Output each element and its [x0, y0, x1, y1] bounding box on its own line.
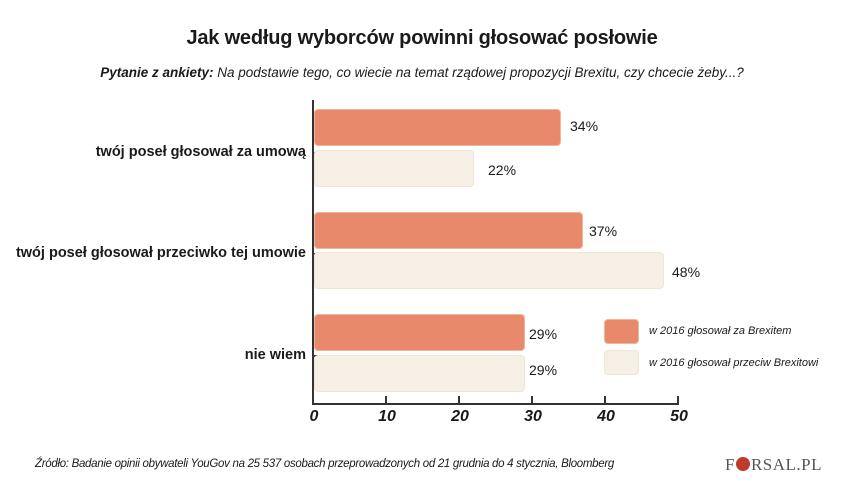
- legend-swatch-remain: [604, 350, 639, 375]
- x-tick-label: 10: [378, 408, 396, 425]
- source-note: Źródło: Badanie opinii obywateli YouGov …: [35, 458, 614, 470]
- bar-value: 29%: [529, 326, 558, 342]
- bar-value: 29%: [529, 362, 558, 378]
- legend-label-remain: w 2016 głosował przeciw Brexitowi: [649, 357, 819, 369]
- x-axis-line: [312, 403, 679, 405]
- logo-text-end: RSAL.PL: [750, 455, 823, 474]
- x-tick-label: 50: [670, 408, 688, 425]
- x-tick: [385, 396, 387, 404]
- bar-value: 37%: [589, 223, 618, 239]
- legend-swatch-leave: [604, 319, 639, 344]
- x-tick-label: 20: [451, 408, 469, 425]
- y-axis-line: [312, 100, 314, 405]
- bar-remain: [314, 252, 664, 289]
- subtitle-label: Pytanie z ankiety:: [100, 65, 214, 80]
- logo-chart-icon: [735, 457, 750, 471]
- bar-value: 34%: [570, 118, 599, 134]
- x-tick: [677, 396, 679, 404]
- bar-value: 48%: [672, 264, 701, 280]
- x-tick: [604, 396, 606, 404]
- subtitle-question: Na podstawie tego, co wiecie na temat rz…: [213, 65, 744, 80]
- chart-subtitle: Pytanie z ankiety: Na podstawie tego, co…: [0, 65, 844, 80]
- category-label: twój poseł głosował za umową: [95, 144, 306, 160]
- bar-leave: [314, 314, 525, 351]
- bar-leave: [314, 109, 561, 146]
- plot-area: 0 10 20 30 40 50 twój poseł głosował za …: [15, 100, 819, 425]
- x-tick: [458, 396, 460, 404]
- chart-title: Jak według wyborców powinni głosować pos…: [186, 27, 658, 49]
- bar-remain: [314, 355, 525, 392]
- bar-value: 22%: [488, 162, 517, 178]
- category-label: nie wiem: [244, 347, 306, 363]
- x-tick: [312, 396, 314, 404]
- x-tick: [531, 396, 533, 404]
- legend-label-leave: w 2016 głosował za Brexitem: [649, 325, 792, 337]
- category-label: twój poseł głosował przeciwko tej umowie: [15, 245, 306, 261]
- x-tick-label: 40: [597, 408, 615, 425]
- forsal-logo: F RSAL.PL: [725, 455, 822, 475]
- bar-remain: [314, 150, 474, 187]
- x-tick-label: 0: [309, 408, 319, 425]
- bar-leave: [314, 212, 583, 249]
- logo-text-start: F: [725, 455, 735, 474]
- x-tick-label: 30: [524, 408, 542, 425]
